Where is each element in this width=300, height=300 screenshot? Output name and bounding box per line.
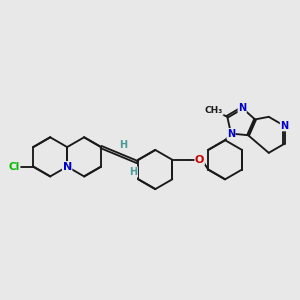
- Text: N: N: [280, 121, 288, 131]
- Text: H: H: [129, 167, 137, 177]
- Text: N: N: [62, 162, 72, 172]
- Text: N: N: [238, 103, 246, 113]
- Text: N: N: [227, 128, 235, 139]
- Text: Cl: Cl: [9, 162, 20, 172]
- Text: O: O: [195, 155, 204, 165]
- Text: CH₃: CH₃: [205, 106, 223, 115]
- Text: H: H: [119, 140, 127, 150]
